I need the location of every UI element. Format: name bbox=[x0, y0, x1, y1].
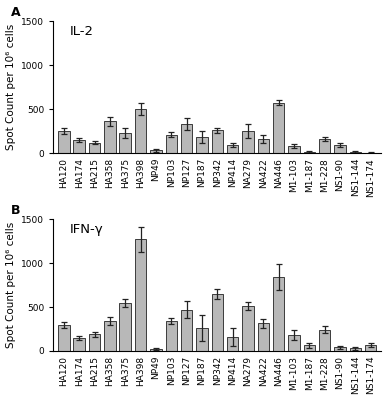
Bar bbox=[273, 102, 284, 153]
Bar bbox=[89, 334, 100, 351]
Y-axis label: Spot Count per 10⁶ cells: Spot Count per 10⁶ cells bbox=[5, 222, 15, 348]
Bar bbox=[74, 338, 85, 351]
Bar bbox=[166, 135, 177, 153]
Bar bbox=[135, 109, 146, 153]
Bar bbox=[227, 337, 238, 351]
Bar bbox=[150, 349, 162, 351]
Text: IFN-γ: IFN-γ bbox=[70, 223, 103, 236]
Bar bbox=[334, 145, 346, 153]
Bar bbox=[334, 348, 346, 351]
Bar bbox=[150, 150, 162, 153]
Text: IL-2: IL-2 bbox=[70, 25, 94, 38]
Text: B: B bbox=[10, 204, 20, 217]
Bar bbox=[104, 122, 116, 153]
Text: A: A bbox=[10, 6, 20, 19]
Bar bbox=[349, 152, 361, 153]
Bar bbox=[120, 133, 131, 153]
Bar bbox=[303, 345, 315, 351]
Bar bbox=[181, 124, 192, 153]
Bar bbox=[288, 146, 300, 153]
Bar bbox=[319, 330, 330, 351]
Bar bbox=[120, 303, 131, 351]
Bar bbox=[196, 328, 208, 351]
Bar bbox=[104, 321, 116, 351]
Bar bbox=[212, 130, 223, 153]
Bar bbox=[258, 139, 269, 153]
Bar bbox=[242, 306, 254, 351]
Bar bbox=[212, 294, 223, 351]
Bar bbox=[319, 139, 330, 153]
Bar bbox=[135, 240, 146, 351]
Bar bbox=[303, 152, 315, 153]
Bar bbox=[166, 321, 177, 351]
Bar bbox=[196, 137, 208, 153]
Bar bbox=[89, 142, 100, 153]
Bar bbox=[365, 345, 377, 351]
Bar bbox=[181, 310, 192, 351]
Bar bbox=[288, 335, 300, 351]
Y-axis label: Spot Count per 10⁶ cells: Spot Count per 10⁶ cells bbox=[5, 24, 15, 150]
Bar bbox=[58, 131, 70, 153]
Bar bbox=[258, 323, 269, 351]
Bar bbox=[349, 348, 361, 351]
Bar bbox=[273, 277, 284, 351]
Bar bbox=[74, 140, 85, 153]
Bar bbox=[242, 131, 254, 153]
Bar bbox=[58, 325, 70, 351]
Bar bbox=[227, 145, 238, 153]
